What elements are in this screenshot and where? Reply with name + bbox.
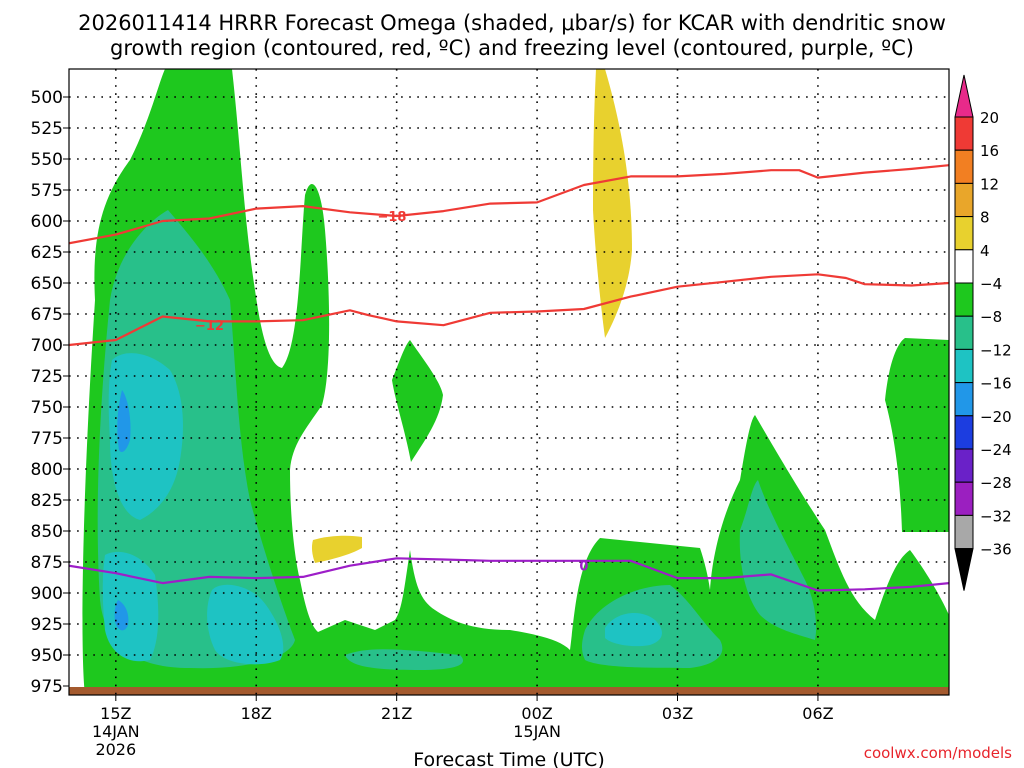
y-tick-label: 975 xyxy=(31,677,63,697)
omega-shade-green-main xyxy=(82,69,949,695)
colorbar-segment xyxy=(954,382,974,417)
colorbar-segment xyxy=(954,415,974,450)
omega-shade-teal-03z xyxy=(739,480,817,640)
colorbar-bottom-arrow xyxy=(954,548,974,591)
x-tick-label: 03Z xyxy=(662,704,693,723)
colorbar-segment xyxy=(954,249,974,284)
y-tick-label: 825 xyxy=(31,491,63,511)
x-tick-sublabel: 14JAN xyxy=(92,722,140,741)
chart-title-line-1: 2026011414 HRRR Forecast Omega (shaded, … xyxy=(78,11,946,35)
colorbar-segment xyxy=(954,315,974,350)
colorbar-tick-label: −16 xyxy=(980,375,1012,393)
colorbar-tick-label: −28 xyxy=(980,474,1012,492)
colorbar-tick-label: 8 xyxy=(980,209,990,227)
y-tick-label: 625 xyxy=(31,243,63,263)
contour-line--12 xyxy=(69,273,949,347)
y-axis: 500 525 550 575 600 625 650 675 700 725 750 775 800 8… xyxy=(31,88,69,697)
x-tick-label: 18Z xyxy=(241,704,272,723)
colorbar-tick-label: −12 xyxy=(980,341,1012,359)
colorbar-tick-label: −4 xyxy=(980,275,1002,293)
x-tick-sublabel: 15JAN xyxy=(513,722,561,741)
x-axis-label: Forecast Time (UTC) xyxy=(413,749,604,768)
y-tick-label: 725 xyxy=(31,367,63,387)
contour-label--12: −12 xyxy=(195,319,224,334)
omega-shade-cyan-bottom-right xyxy=(605,613,662,647)
y-tick-label: 500 xyxy=(31,88,63,108)
y-tick-label: 550 xyxy=(31,150,63,170)
colorbar-segment xyxy=(954,182,974,218)
y-tick-label: 950 xyxy=(31,646,63,666)
omega-shade-yellow-top xyxy=(593,69,632,338)
ground-surface xyxy=(69,687,949,695)
omega-shade-cyan-left-upper xyxy=(108,353,183,520)
x-tick-label: 06Z xyxy=(802,704,833,723)
y-tick-label: 600 xyxy=(31,212,63,232)
y-tick-label: 925 xyxy=(31,615,63,635)
omega-shade-cyan-left-lower xyxy=(102,551,159,662)
colorbar: 20 16 12 8 4 −4 −8 −12 −16 −20 −24 −28 −32 −36 xyxy=(954,74,1012,591)
colorbar-tick-label: 12 xyxy=(980,175,999,193)
omega-shade-blue-lower xyxy=(114,600,129,631)
omega-shading xyxy=(82,69,949,695)
plot-area: −18 −12 0 xyxy=(69,69,949,695)
omega-shade-blue-upper xyxy=(117,390,131,452)
omega-shade-yellow-small xyxy=(311,535,362,563)
colorbar-tick-label: −32 xyxy=(980,507,1012,525)
colorbar-tick-label: −8 xyxy=(980,308,1002,326)
omega-shade-green-right xyxy=(885,338,949,532)
colorbar-segment xyxy=(954,481,974,516)
y-tick-label: 900 xyxy=(31,584,63,604)
x-tick-label: 00Z xyxy=(521,704,552,723)
colorbar-segment xyxy=(954,448,974,483)
x-tick-sublabel: 2026 xyxy=(95,740,136,759)
colorbar-tick-label: 16 xyxy=(980,142,999,160)
y-tick-label: 850 xyxy=(31,522,63,542)
omega-shade-green-island xyxy=(392,340,443,462)
y-tick-label: 675 xyxy=(31,305,63,325)
x-tick-label: 21Z xyxy=(381,704,412,723)
colorbar-segment xyxy=(954,348,974,384)
colorbar-segment xyxy=(954,282,974,317)
omega-shade-cyan-center xyxy=(207,584,284,665)
contour-label-0: 0 xyxy=(579,560,588,575)
y-tick-label: 700 xyxy=(31,336,63,356)
colorbar-tick-label: 4 xyxy=(980,242,990,260)
colorbar-segment xyxy=(954,116,974,151)
plot-frame xyxy=(68,68,950,696)
colorbar-segment xyxy=(954,216,974,251)
colorbar-tick-label: 20 xyxy=(980,109,999,127)
x-tick-label: 15Z xyxy=(100,704,131,723)
contour-label--18: −18 xyxy=(377,210,406,225)
colorbar-tick-label: −36 xyxy=(980,541,1012,559)
chart-title-line-2: growth region (contoured, red, ºC) and f… xyxy=(110,36,914,60)
colorbar-tick-label: −20 xyxy=(980,408,1012,426)
colorbar-segment xyxy=(954,514,974,550)
contour-line-0 xyxy=(69,557,949,592)
y-tick-label: 525 xyxy=(31,119,63,139)
colorbar-segment xyxy=(954,149,974,184)
y-tick-label: 650 xyxy=(31,274,63,294)
gridlines xyxy=(69,69,949,695)
contour-line--18 xyxy=(69,164,949,245)
contours: −18 −12 0 xyxy=(69,164,949,592)
colorbar-top-arrow xyxy=(954,74,974,118)
y-tick-label: 875 xyxy=(31,553,63,573)
credit-text: coolwx.com/models xyxy=(864,744,1012,762)
y-tick-label: 775 xyxy=(31,429,63,449)
y-tick-label: 800 xyxy=(31,460,63,480)
colorbar-tick-label: −24 xyxy=(980,441,1012,459)
y-tick-label: 575 xyxy=(31,181,63,201)
y-tick-label: 750 xyxy=(31,398,63,418)
